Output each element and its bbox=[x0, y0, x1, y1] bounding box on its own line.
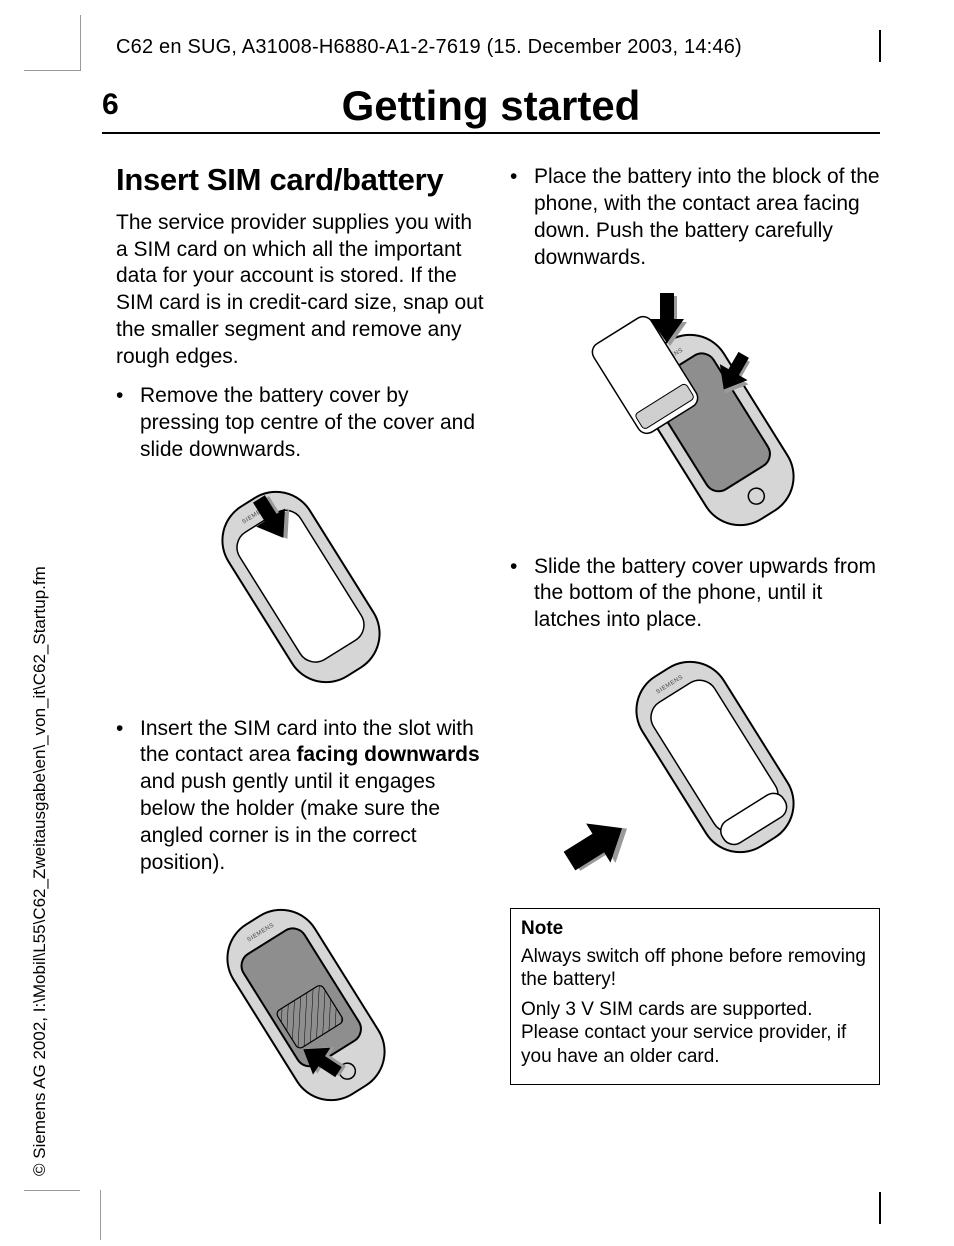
bullet-text: Slide the battery cover upwards from the… bbox=[534, 554, 880, 635]
crop-mark bbox=[879, 1192, 881, 1224]
bullet-dot-icon: • bbox=[116, 716, 140, 877]
illustration-insert-sim: SIEMENS bbox=[116, 885, 486, 1135]
bullet-text-bold: facing downwards bbox=[296, 743, 479, 766]
section-heading: Insert SIM card/battery bbox=[116, 160, 486, 200]
copyright-sidebar: © Siemens AG 2002, I:\Mobil\L55\C62_Zwei… bbox=[30, 566, 50, 1176]
right-column: • Place the battery into the block of th… bbox=[510, 160, 880, 1085]
intro-paragraph: The service provider supplies you with a… bbox=[116, 210, 486, 371]
manual-page: C62 en SUG, A31008-H6880-A1-2-7619 (15. … bbox=[0, 0, 954, 1246]
bullet-text: Place the battery into the block of the … bbox=[534, 164, 880, 272]
illustration-place-battery: SIEMENS bbox=[510, 280, 880, 540]
bullet-slide-cover: • Slide the battery cover upwards from t… bbox=[510, 554, 880, 635]
bullet-dot-icon: • bbox=[510, 554, 534, 635]
illustration-slide-cover: SIEMENS bbox=[510, 642, 880, 892]
bullet-text-post: and push gently until it engages below t… bbox=[140, 770, 440, 874]
bullet-remove-cover: • Remove the battery cover by pressing t… bbox=[116, 383, 486, 464]
bullet-dot-icon: • bbox=[116, 383, 140, 464]
crop-mark bbox=[100, 1190, 101, 1240]
note-line: Always switch off phone before removing … bbox=[521, 945, 869, 992]
note-title: Note bbox=[521, 917, 869, 941]
left-column: Insert SIM card/battery The service prov… bbox=[116, 160, 486, 1149]
crop-mark bbox=[24, 70, 80, 71]
doc-header-line: C62 en SUG, A31008-H6880-A1-2-7619 (15. … bbox=[116, 36, 742, 59]
crop-mark bbox=[879, 30, 881, 62]
bullet-text: Remove the battery cover by pressing top… bbox=[140, 383, 486, 464]
illustration-remove-cover: SIEMENS bbox=[116, 472, 486, 702]
note-line: Only 3 V SIM cards are supported. Please… bbox=[521, 998, 869, 1069]
bullet-place-battery: • Place the battery into the block of th… bbox=[510, 164, 880, 272]
title-underline bbox=[102, 132, 880, 134]
title-row: 6 Getting started bbox=[102, 88, 880, 136]
note-box: Note Always switch off phone before remo… bbox=[510, 908, 880, 1085]
page-title: Getting started bbox=[102, 82, 880, 130]
bullet-insert-sim: • Insert the SIM card into the slot with… bbox=[116, 716, 486, 877]
bullet-text: Insert the SIM card into the slot with t… bbox=[140, 716, 486, 877]
crop-mark bbox=[24, 1190, 80, 1191]
crop-mark bbox=[80, 15, 81, 71]
bullet-dot-icon: • bbox=[510, 164, 534, 272]
